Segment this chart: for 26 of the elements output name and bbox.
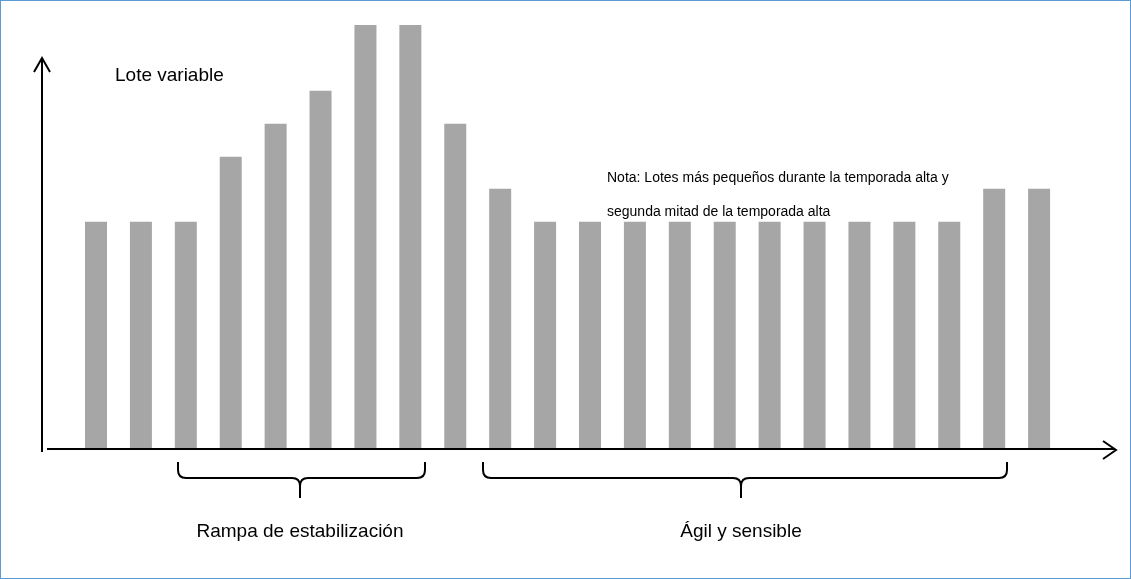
bar bbox=[983, 188, 1006, 449]
bar bbox=[1028, 188, 1051, 449]
text: Rampa de estabilización bbox=[195, 520, 405, 542]
bar bbox=[803, 221, 826, 449]
bar bbox=[174, 221, 197, 449]
bar bbox=[623, 221, 646, 449]
bar bbox=[264, 123, 287, 449]
bar bbox=[713, 221, 736, 449]
bar bbox=[489, 188, 512, 449]
bar bbox=[579, 221, 601, 449]
bar bbox=[758, 221, 781, 449]
bar bbox=[399, 25, 422, 449]
bar bbox=[938, 221, 961, 449]
bar bbox=[129, 221, 152, 449]
bar bbox=[444, 123, 467, 449]
bar bbox=[219, 156, 242, 449]
text: Ágil y sensible bbox=[679, 520, 803, 542]
bar bbox=[848, 221, 871, 449]
y-axis-title: Lote variable bbox=[115, 64, 224, 86]
bar bbox=[309, 90, 332, 449]
bar bbox=[668, 221, 691, 449]
bar bbox=[354, 25, 377, 449]
bar bbox=[85, 221, 107, 449]
text: Nota: Lotes más pequeños durante la temporada alta y segunda mitad de la temporada alta bbox=[607, 169, 949, 219]
bar bbox=[534, 221, 557, 449]
bar bbox=[893, 221, 916, 449]
